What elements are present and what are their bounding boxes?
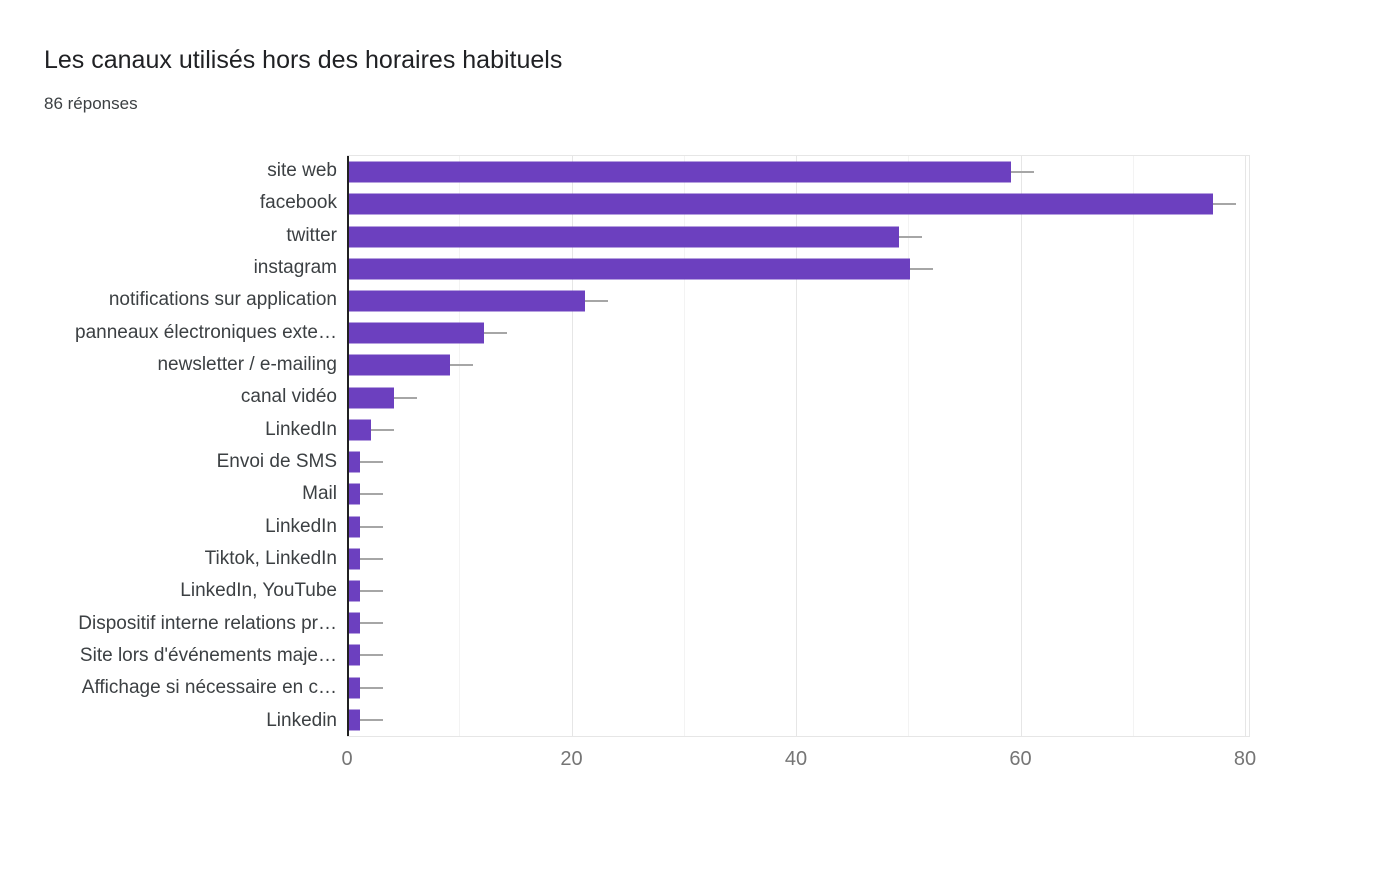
bar: [349, 193, 1214, 215]
bar-whisker: [910, 267, 934, 270]
bar-whisker: [360, 557, 384, 560]
bar-row: [347, 414, 1249, 446]
y-axis-label: Envoi de SMS: [216, 451, 337, 473]
bar: [349, 644, 361, 666]
x-axis-tick-labels: 0 20 40 60 80: [341, 748, 1256, 776]
y-axis-label: LinkedIn, YouTube: [180, 580, 337, 602]
y-axis-label: LinkedIn: [265, 418, 337, 440]
y-axis-label: newsletter / e-mailing: [157, 354, 337, 376]
bar-rows: [347, 156, 1249, 736]
bar-whisker: [360, 589, 384, 592]
y-axis-label: Site lors d'événements maje…: [79, 645, 337, 667]
bar: [349, 387, 394, 409]
bar: [349, 580, 361, 602]
bar-whisker: [899, 235, 922, 238]
bar: [349, 548, 361, 570]
bar-row: [347, 672, 1249, 704]
bar: [349, 677, 361, 699]
y-axis-label: Linkedin: [266, 709, 337, 731]
bar-whisker: [360, 686, 384, 689]
response-count: 86 réponses: [44, 94, 138, 113]
x-axis-tick-label: 40: [784, 748, 808, 770]
bar-row: [347, 220, 1249, 252]
bar-whisker: [450, 364, 473, 367]
y-axis-label: panneaux électroniques exte…: [75, 321, 337, 343]
y-axis-label: LinkedIn: [265, 515, 337, 537]
bar: [349, 161, 1012, 183]
bar-row: [347, 575, 1249, 607]
bar-whisker: [360, 525, 384, 528]
page-title: Les canaux utilisés hors des horaires ha…: [44, 46, 563, 74]
gridline-major: [1020, 156, 1022, 736]
bar: [349, 290, 585, 312]
bar-whisker: [1213, 203, 1237, 206]
bar: [349, 516, 361, 538]
y-axis-labels: site web facebook twitter instagram notifica…: [0, 155, 340, 737]
bar: [349, 419, 372, 441]
gridline-minor: [683, 156, 685, 736]
gridline-major: [571, 156, 573, 736]
bar-row: [347, 156, 1249, 188]
bar-whisker: [360, 718, 384, 721]
bar: [349, 354, 450, 376]
x-axis-tick-label: 20: [560, 748, 583, 770]
bar-row: [347, 285, 1249, 317]
gridlines: [347, 156, 1249, 736]
y-axis-label: site web: [267, 160, 337, 182]
y-axis-label: canal vidéo: [240, 386, 337, 408]
bar-whisker: [393, 396, 417, 399]
plot-area: [347, 155, 1250, 737]
bar: [349, 226, 899, 248]
gridline-minor: [1132, 156, 1134, 736]
y-axis-label: Affichage si nécessaire en c…: [81, 677, 337, 699]
bar-row: [347, 607, 1249, 639]
bar: [349, 709, 361, 731]
bar: [349, 483, 361, 505]
bar-row: [347, 317, 1249, 349]
bar-row: [347, 382, 1249, 414]
bar-whisker: [483, 332, 507, 335]
x-axis-tick-label: 80: [1233, 748, 1257, 770]
bar-row: [347, 349, 1249, 381]
y-axis-label: facebook: [259, 192, 337, 214]
y-axis-label: Dispositif interne relations pr…: [78, 612, 337, 634]
y-axis-label: Tiktok, LinkedIn: [204, 548, 337, 570]
bar-whisker: [360, 622, 384, 625]
y-axis-line: [347, 156, 349, 736]
y-axis-label: notifications sur application: [108, 289, 337, 311]
bar-whisker: [360, 493, 384, 496]
bar: [349, 322, 484, 344]
bar: [349, 258, 911, 280]
bar-row: [347, 510, 1249, 542]
bar-whisker: [371, 428, 395, 431]
gridline-minor: [459, 156, 461, 736]
bar-row: [347, 704, 1249, 736]
bar-row: [347, 188, 1249, 220]
bar-row: [347, 639, 1249, 671]
bar-row: [347, 478, 1249, 510]
y-axis-label: Mail: [302, 483, 337, 505]
bar: [349, 451, 361, 473]
bar-row: [347, 446, 1249, 478]
bar-whisker: [360, 654, 384, 657]
gridline-major: [1245, 156, 1246, 736]
bar: [349, 612, 361, 634]
x-axis-tick-label: 0: [341, 748, 353, 770]
bar-row: [347, 543, 1249, 575]
bar-whisker: [584, 299, 608, 302]
bar-row: [347, 253, 1249, 285]
bar-whisker: [360, 461, 384, 464]
bar-whisker: [1011, 171, 1035, 174]
y-axis-label: instagram: [253, 257, 337, 279]
y-axis-label: twitter: [286, 224, 337, 246]
gridline-major: [796, 156, 797, 736]
x-axis-tick-label: 60: [1009, 748, 1032, 770]
gridline-minor: [908, 156, 910, 736]
